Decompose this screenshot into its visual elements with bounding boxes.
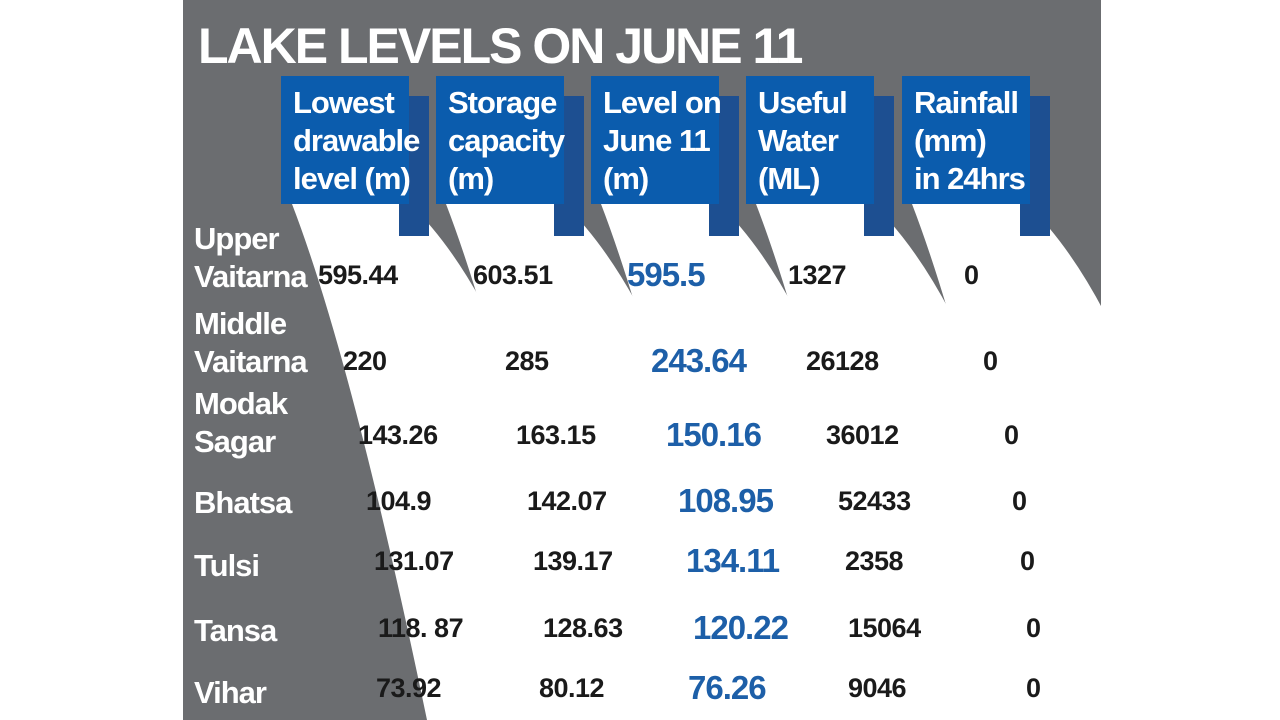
table-cell: 139.17 [533,546,613,576]
table-cell: 150.16 [666,416,762,453]
table-cell: 595.44 [318,260,398,290]
row-label-3: Modak Sagar [194,385,288,461]
table-cell: 80.12 [539,673,605,703]
table-cell: 118. 87 [378,613,464,643]
column-header-line: Level on [603,85,722,120]
column-header-2: Storage capacity (m) [436,76,565,204]
table-cell: 26128 [806,346,879,376]
table-cell: 2358 [845,546,904,576]
row-label-line: Vihar [194,675,267,710]
table-cell: 243.64 [651,342,747,379]
table-cell: 143.26 [358,420,438,450]
table-cell: 73.92 [376,673,442,703]
table-cell: 131.07 [374,546,454,576]
column-header-line: (mm) [914,123,987,158]
row-label-line: Tulsi [194,548,260,583]
row-label-4: Bhatsa [194,484,292,522]
table-cell: 0 [1026,613,1041,643]
table-cell: 128.63 [543,613,623,643]
column-header-1: Lowest drawable level (m) [281,76,420,204]
table-cell: 595.5 [627,256,706,293]
table-cell: 120.22 [693,609,789,646]
column-header-line: capacity [448,123,565,158]
row-label-line: Sagar [194,424,276,459]
table-cell: 163.15 [516,420,596,450]
column-band-4 [756,204,1073,720]
column-header-line: (m) [448,161,494,196]
column-header-line: Lowest [293,85,395,120]
table-cell: 9046 [848,673,907,703]
column-band-5 [912,204,1227,720]
table-cell: 1327 [788,260,847,290]
column-header-5: Rainfall (mm) in 24hrs [902,76,1030,204]
table-cell: 0 [1004,420,1019,450]
table-cell: 142.07 [527,486,607,516]
table-cell: 0 [1020,546,1035,576]
row-label-line: Upper [194,221,280,256]
chart-title: LAKE LEVELS ON JUNE 11 [198,18,803,74]
column-header-line: (ML) [758,161,820,196]
column-header-line: drawable [293,123,420,158]
table-cell: 36012 [826,420,899,450]
row-label-line: Modak [194,386,288,421]
column-header-line: Useful [758,85,848,120]
table-cell: 52433 [838,486,911,516]
column-header-line: June 11 [603,123,711,158]
row-label-line: Tansa [194,613,277,648]
column-header-line: level (m) [293,161,411,196]
table-cell: 15064 [848,613,921,643]
column-header-4: Useful Water (ML) [746,76,874,204]
row-label-6: Tansa [194,612,277,650]
column-header-line: Rainfall [914,85,1019,120]
column-header-line: in 24hrs [914,161,1026,196]
row-label-5: Tulsi [194,547,260,585]
table-cell: 104.9 [366,486,432,516]
column-band-1 [292,204,610,720]
table-cell: 134.11 [686,542,780,579]
row-label-line: Vaitarna [194,344,308,379]
row-label-line: Vaitarna [194,259,308,294]
column-header-line: (m) [603,161,649,196]
table-cell: 220 [343,346,387,376]
row-label-line: Bhatsa [194,485,292,520]
column-header-line: Water [758,123,839,158]
table-cell: 285 [505,346,549,376]
table-cell: 76.26 [688,669,767,706]
table-cell: 0 [1012,486,1027,516]
column-band-3 [601,204,919,720]
table-cell: 603.51 [473,260,553,290]
table-cell: 0 [983,346,998,376]
row-label-7: Vihar [194,674,267,712]
table-cell: 108.95 [678,482,774,519]
table-cell: 0 [1026,673,1041,703]
column-band-2 [446,204,764,720]
row-label-2: Middle Vaitarna [194,305,308,381]
row-label-1: Upper Vaitarna [194,220,308,296]
column-header-3: Level on June 11 (m) [591,76,722,204]
column-header-line: Storage [448,85,557,120]
row-label-line: Middle [194,306,287,341]
table-cell: 0 [964,260,979,290]
